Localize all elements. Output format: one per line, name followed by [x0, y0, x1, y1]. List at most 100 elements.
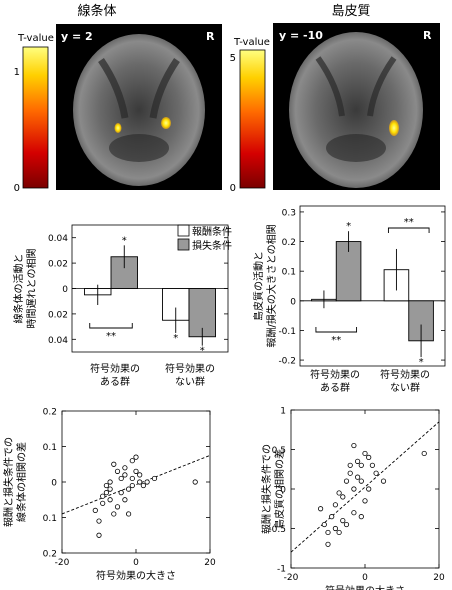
- colorbar-label: T-value: [233, 37, 270, 48]
- data-point: [114, 468, 121, 474]
- category-label: 符号効果の: [90, 362, 140, 375]
- bar-legend: 報酬条件 損失条件: [177, 224, 232, 252]
- y-tick-label: -0.5: [268, 525, 286, 535]
- legend-swatch-loss: [177, 238, 190, 251]
- y-tick-label: 0.3: [282, 208, 296, 218]
- data-point: [351, 510, 357, 516]
- x-tick-label: 0: [362, 573, 368, 583]
- brain-slice: [73, 34, 205, 186]
- bracket-label: **: [404, 217, 414, 228]
- ventricle: [315, 56, 397, 117]
- colorbar-label: T-value: [17, 33, 54, 44]
- y-tick-label: -0.1: [278, 327, 296, 337]
- y-tick-label: 0.04: [48, 234, 68, 244]
- data-point: [107, 486, 113, 492]
- colorbar-max: 5: [230, 53, 236, 64]
- y-tick-label: 0: [290, 297, 296, 307]
- data-point: [133, 454, 139, 460]
- y-tick-label: 0: [62, 285, 68, 295]
- data-point: [340, 494, 346, 500]
- data-point: [137, 472, 143, 478]
- data-point: [144, 479, 150, 485]
- data-point: [380, 478, 387, 484]
- data-point: [358, 514, 364, 520]
- y-axis-label: 報酬と損失条件での: [2, 437, 15, 527]
- colorbar-max: 1: [14, 67, 20, 78]
- data-point: [103, 482, 110, 489]
- bracket-label: **: [106, 331, 116, 342]
- data-point: [354, 474, 361, 480]
- data-point: [336, 529, 342, 536]
- data-point: [137, 479, 143, 485]
- y-axis-label: 報酬と損失条件での: [260, 444, 273, 534]
- data-point: [358, 478, 364, 484]
- y-axis-label: 島皮質の相関の差: [273, 449, 286, 529]
- orientation-label: R: [423, 29, 432, 42]
- right-panel-title: 島皮質: [331, 4, 370, 19]
- data-point: [336, 490, 342, 496]
- data-point: [373, 470, 379, 476]
- activation-blob: [114, 123, 122, 133]
- data-point: [92, 507, 98, 513]
- data-point: [343, 521, 350, 528]
- significance-star: *: [419, 357, 424, 368]
- category-label: 符号効果の: [380, 368, 430, 381]
- legend-swatch-reward: [177, 224, 190, 237]
- category-label: 符号効果の: [165, 362, 215, 375]
- legend-reward: 報酬条件: [192, 225, 232, 238]
- colorbar-min: 0: [230, 183, 236, 194]
- significance-star: *: [346, 221, 351, 232]
- data-point: [192, 479, 198, 485]
- brain-panel-striatum: T-value 1 0 y = 2 R: [14, 24, 222, 194]
- data-point: [96, 518, 102, 524]
- data-point: [96, 532, 102, 538]
- significance-star: *: [122, 235, 127, 246]
- category-label: ある群: [320, 381, 350, 394]
- data-point: [347, 462, 353, 468]
- brainstem: [326, 134, 386, 162]
- brainstem: [109, 134, 169, 162]
- slice-label: y = -10: [279, 29, 323, 42]
- activation-blob: [161, 117, 171, 129]
- regression-line: [61, 454, 211, 515]
- category-label: ない群: [175, 375, 205, 388]
- data-point: [100, 500, 106, 506]
- x-tick-label: 20: [204, 558, 216, 568]
- data-point: [358, 462, 364, 468]
- significance-bracket: [387, 227, 430, 233]
- y-tick-label: 0.02: [48, 260, 68, 270]
- data-point: [151, 475, 158, 482]
- y-tick-label: 0: [51, 479, 57, 489]
- data-point: [321, 521, 327, 528]
- data-point: [362, 450, 368, 457]
- data-point: [126, 486, 132, 492]
- data-point: [325, 529, 331, 536]
- data-point: [133, 468, 139, 474]
- colorbar-min: 0: [14, 183, 20, 194]
- data-point: [354, 458, 361, 464]
- data-point: [118, 475, 124, 482]
- bracket-label: **: [331, 335, 341, 346]
- y-tick-label: -1: [277, 565, 286, 575]
- y-tick-label: 0.2: [43, 550, 57, 560]
- plot-frame: [290, 409, 440, 569]
- y-tick-label: 0.2: [43, 408, 57, 418]
- slice-label: y = 2: [61, 30, 93, 43]
- x-axis-label: 符号効果の大きさ: [96, 569, 176, 582]
- data-point: [362, 498, 368, 504]
- data-point: [126, 511, 132, 517]
- y-tick-label: 1: [280, 407, 286, 417]
- data-point: [140, 482, 146, 489]
- data-point: [421, 450, 427, 457]
- data-point: [325, 541, 331, 547]
- x-tick-label: -20: [284, 573, 299, 583]
- colorbar: [239, 49, 266, 189]
- y-tick-label: 0.1: [282, 268, 296, 278]
- data-point: [351, 486, 357, 492]
- y-axis-label: 島皮質の活動と: [252, 251, 265, 321]
- category-label: 符号効果の: [310, 368, 360, 381]
- y-tick-label: 0: [280, 486, 286, 496]
- regression-line: [290, 421, 440, 553]
- data-point: [340, 517, 346, 524]
